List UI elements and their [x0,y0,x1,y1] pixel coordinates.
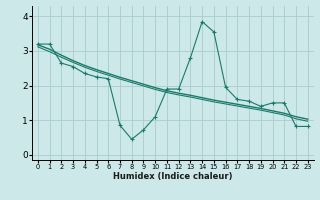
X-axis label: Humidex (Indice chaleur): Humidex (Indice chaleur) [113,172,233,181]
